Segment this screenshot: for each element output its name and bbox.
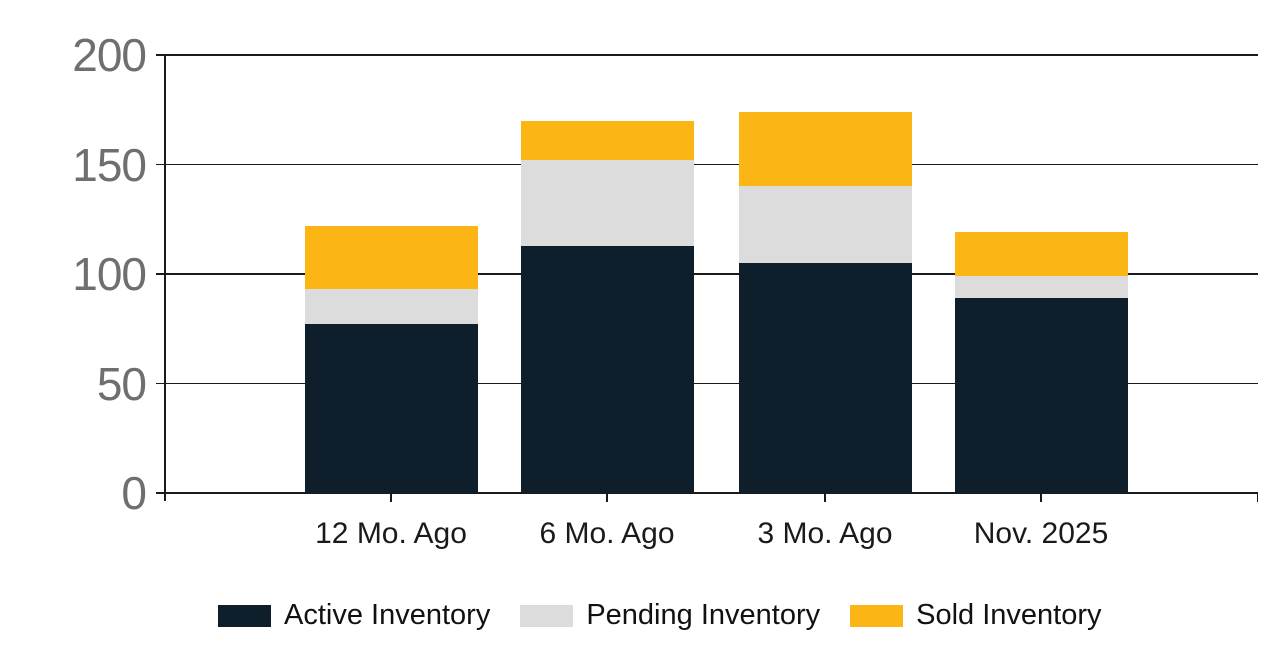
- y-axis-tick-label-100: 100: [72, 248, 147, 300]
- y-axis-line: [164, 55, 166, 501]
- x-axis-tick-6-mo-ago: [606, 493, 608, 502]
- x-axis-category-label-nov-2025: Nov. 2025: [973, 517, 1109, 550]
- bar-segment-nov-2025-sold-inventory: [954, 232, 1128, 277]
- bar-segment-12-mo-ago-pending-inventory: [304, 289, 478, 325]
- gridline-200: [156, 54, 1258, 56]
- x-axis-tick-3-mo-ago: [824, 493, 826, 502]
- bar-segment-6-mo-ago-sold-inventory: [520, 120, 694, 161]
- legend-item-pending-inventory: Pending Inventory: [520, 599, 820, 632]
- legend: Active Inventory Pending Inventory Sold In…: [218, 599, 1102, 632]
- bar-segment-nov-2025-active-inventory: [954, 298, 1128, 493]
- gridline-100: [156, 273, 1258, 275]
- legend-swatch-pending-inventory: [520, 604, 574, 627]
- bar-segment-6-mo-ago-pending-inventory: [520, 160, 694, 246]
- bar-segment-nov-2025-pending-inventory: [954, 276, 1128, 299]
- x-axis-right-tick: [1256, 493, 1258, 502]
- gridline-50: [156, 382, 1258, 385]
- legend-item-active-inventory: Active Inventory: [218, 599, 490, 632]
- legend-swatch-active-inventory: [218, 604, 271, 627]
- bar-segment-12-mo-ago-active-inventory: [304, 324, 478, 493]
- bar-segment-3-mo-ago-pending-inventory: [738, 186, 912, 264]
- x-axis-category-label-3-mo-ago: 3 Mo. Ago: [757, 517, 893, 550]
- legend-label-active-inventory: Active Inventory: [284, 599, 491, 631]
- plot-area: 0 50 100 150 200 12 Mo. Ago 6 Mo. Ago 3 Mo. Ago…: [72, 29, 1258, 550]
- y-axis-tick-label-50: 50: [96, 357, 147, 410]
- gridline-0: [156, 492, 1258, 494]
- x-axis-tick-nov-2025: [1040, 493, 1042, 502]
- gridline-150: [156, 163, 1258, 166]
- legend-swatch-sold-inventory: [850, 604, 904, 627]
- bar-segment-6-mo-ago-active-inventory: [520, 245, 694, 493]
- x-axis-tick-12-mo-ago: [390, 493, 392, 502]
- y-axis-tick-label-0: 0: [121, 467, 147, 519]
- bar-segment-3-mo-ago-sold-inventory: [738, 111, 912, 187]
- x-axis-category-label-12-mo-ago: 12 Mo. Ago: [315, 517, 467, 550]
- x-axis-category-label-6-mo-ago: 6 Mo. Ago: [539, 517, 675, 550]
- legend-label-pending-inventory: Pending Inventory: [586, 599, 821, 631]
- bar-segment-12-mo-ago-sold-inventory: [304, 225, 478, 290]
- legend-item-sold-inventory: Sold Inventory: [850, 599, 1102, 632]
- y-axis-tick-label-150: 150: [72, 138, 147, 191]
- legend-label-sold-inventory: Sold Inventory: [916, 599, 1102, 631]
- y-axis-tick-label-200: 200: [72, 29, 147, 81]
- bar-segment-3-mo-ago-active-inventory: [738, 263, 912, 493]
